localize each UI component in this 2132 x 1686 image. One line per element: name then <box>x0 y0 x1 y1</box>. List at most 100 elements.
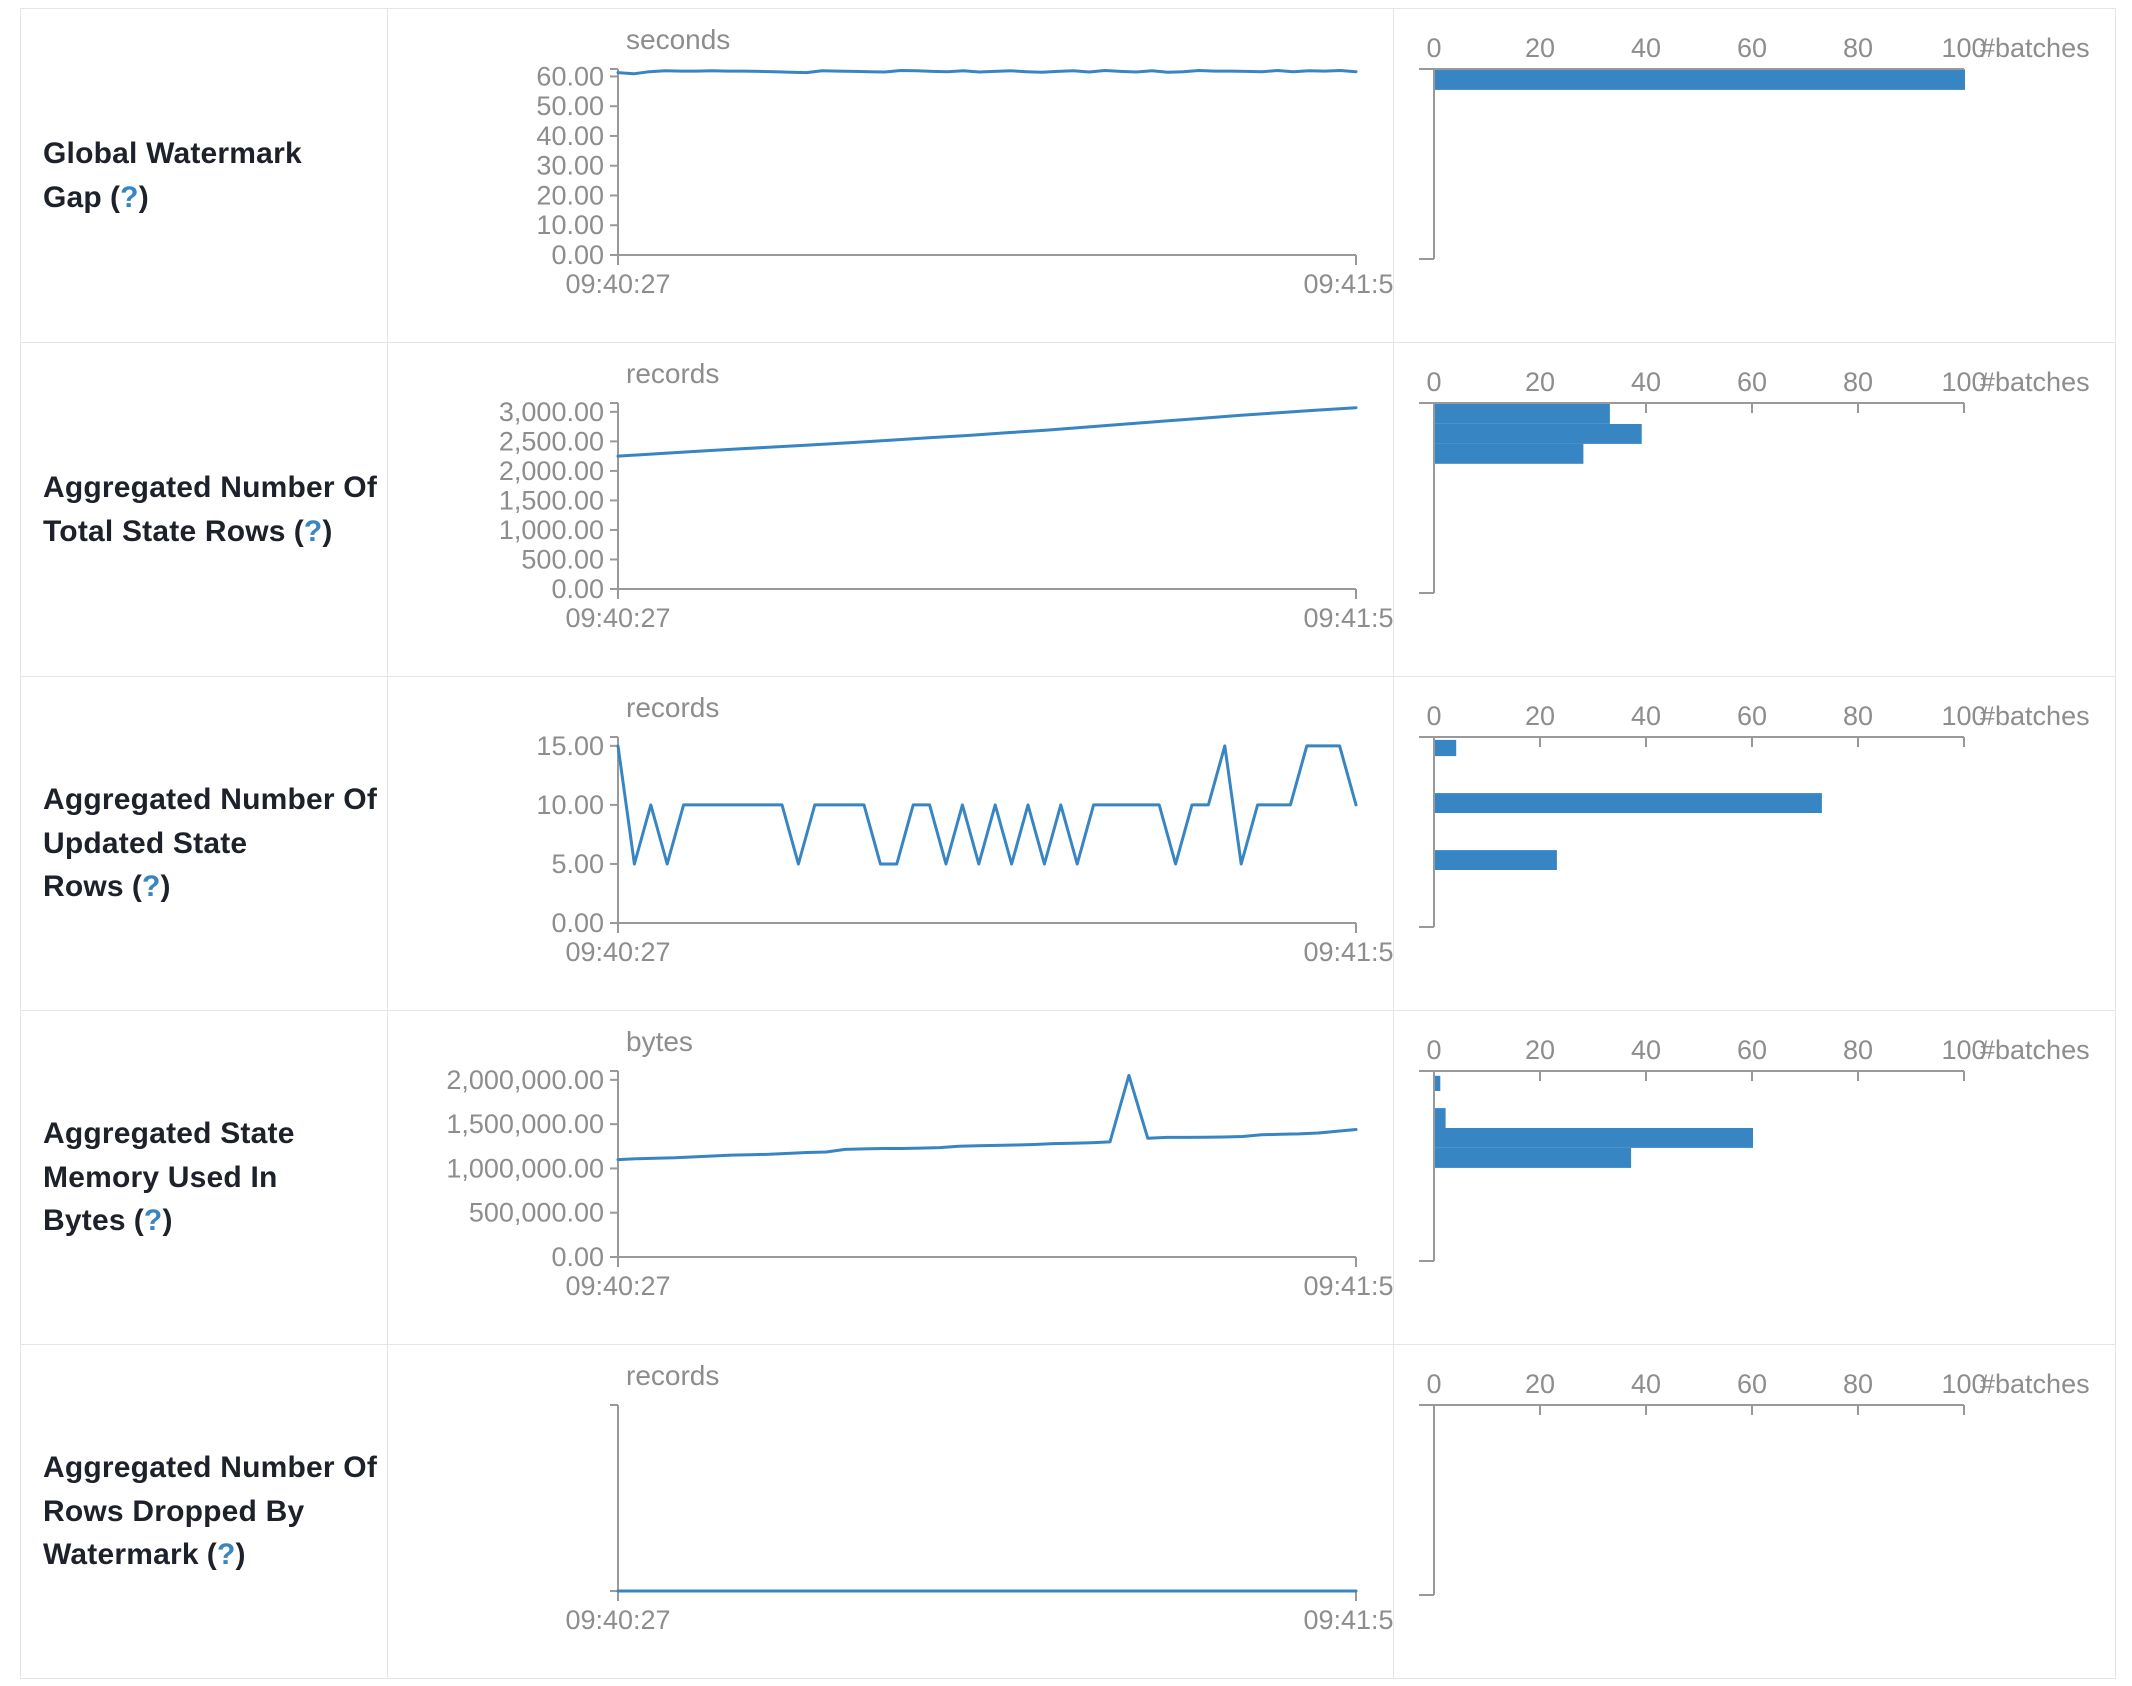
batches-tick-label: 80 <box>1843 33 1873 63</box>
histogram-bar <box>1435 1148 1632 1168</box>
help-question-link[interactable]: ? <box>216 1538 236 1572</box>
batches-tick-label: 0 <box>1426 701 1441 731</box>
y-unit-label: seconds <box>626 24 730 55</box>
batches-tick-label: 20 <box>1525 701 1555 731</box>
paren-open: ( <box>206 1538 217 1572</box>
metric-label-cell: Aggregated Number Of Updated State Rows(… <box>21 677 388 1010</box>
histogram-bar <box>1435 70 1965 90</box>
y-tick-label: 1,500.00 <box>499 485 604 515</box>
timeline-chart-svg: bytes 0.00 500,000.00 1,000,000.00 1,500,000… <box>446 1026 1393 1301</box>
timeline-chart-cell: records 09:40:27 09:41:56 <box>388 1345 1394 1678</box>
series-line <box>616 69 1358 76</box>
batches-tick-label: 0 <box>1426 367 1441 397</box>
batches-axis-label: #batches <box>1980 1035 2090 1065</box>
paren-close: ) <box>160 870 171 904</box>
metric-label-text: Aggregated Number Of Updated State Rows <box>43 783 378 904</box>
batches-tick-label: 100 <box>1941 1369 1986 1399</box>
series-line <box>616 406 1358 458</box>
metric-label-cell: Aggregated Number Of Rows Dropped By Wat… <box>21 1345 388 1678</box>
histogram-bar <box>1435 793 1822 813</box>
batches-tick-label: 80 <box>1843 1369 1873 1399</box>
metric-row: Global Watermark Gap (?) seconds 0.00 10.00… <box>21 9 2115 343</box>
y-tick-label: 3,000.00 <box>499 397 604 427</box>
paren-close: ) <box>162 1204 173 1238</box>
y-tick-label: 40.00 <box>536 121 604 151</box>
y-tick-label: 50.00 <box>536 91 604 121</box>
y-tick-label: 20.00 <box>536 180 604 210</box>
histogram-svg: 0 20 40 60 80 100#batches <box>1419 1035 2090 1262</box>
timeline-chart-svg: records 0.00500.001,000.001,500.002,000.0… <box>499 358 1393 633</box>
metric-row: Aggregated State Memory Used In Bytes (?)… <box>21 1011 2115 1345</box>
batches-tick-label: 40 <box>1631 33 1661 63</box>
y-tick-label: 5.00 <box>551 849 604 879</box>
time-start-label: 09:40:27 <box>565 269 670 299</box>
series-line <box>616 744 1358 866</box>
streaming-metrics-table: Global Watermark Gap (?) seconds 0.00 10.00… <box>20 8 2116 1679</box>
help-question-link[interactable]: ? <box>143 1204 163 1238</box>
paren-open: ( <box>131 870 143 904</box>
metric-label: Aggregated Number Of Rows Dropped By Wat… <box>43 1446 382 1577</box>
y-tick-label: 0.00 <box>551 240 604 270</box>
batches-axis-label: #batches <box>1980 367 2090 397</box>
time-end-label: 09:41:56 <box>1303 937 1393 967</box>
metric-label: Aggregated Number Of Updated State Rows(… <box>43 778 382 909</box>
timeline-chart-cell: records 0.00 500.00 1,000.00 1,500.00 2,000.0… <box>388 343 1394 676</box>
y-tick-label: 0.00 <box>551 1242 604 1272</box>
batches-axis-label: #batches <box>1980 701 2090 731</box>
metric-label-cell: Aggregated Number Of Total State Rows (?) <box>21 343 388 676</box>
batches-tick-label: 40 <box>1631 1035 1661 1065</box>
paren-close: ) <box>138 180 149 214</box>
histogram-svg: 0 20 40 60 80 100#batches <box>1419 367 2090 594</box>
histogram-chart-cell: 0 20 40 60 80 100 #batches <box>1394 9 2132 342</box>
paren-close: ) <box>235 1538 246 1572</box>
batches-tick-label: 80 <box>1843 367 1873 397</box>
batches-tick-label: 40 <box>1631 1369 1661 1399</box>
timeline-chart-cell: records 0.00 5.00 10.00 15.00 09:40:27 09:41:5… <box>388 677 1394 1010</box>
batches-tick-label: 60 <box>1737 1035 1767 1065</box>
help-question-link[interactable]: ? <box>142 870 161 904</box>
y-tick-label: 10.00 <box>536 790 604 820</box>
batches-tick-label: 20 <box>1525 1369 1555 1399</box>
timeline-chart-svg: seconds 0.0010.0020.0030.0040.0050.0060.0… <box>536 24 1393 299</box>
paren-open: ( <box>133 1204 144 1238</box>
help-question-link[interactable]: ? <box>303 514 323 548</box>
y-tick-label: 2,000,000.00 <box>446 1065 604 1095</box>
batches-tick-label: 40 <box>1631 701 1661 731</box>
y-tick-label: 10.00 <box>536 210 604 240</box>
y-tick-label: 15.00 <box>536 731 604 761</box>
batches-tick-label: 60 <box>1737 33 1767 63</box>
timeline-chart-svg: records 0.00 5.00 10.00 15.00 09:40:27 09:41:5… <box>536 692 1393 967</box>
y-tick-label: 2,000.00 <box>499 456 604 486</box>
metric-label-text: Aggregated State Memory Used In Bytes <box>43 1117 295 1238</box>
metric-help: (?) <box>294 515 333 548</box>
histogram-svg: 0 20 40 60 80 100#batches <box>1419 701 2090 928</box>
y-tick-label: 0.00 <box>551 908 604 938</box>
batches-tick-label: 80 <box>1843 1035 1873 1065</box>
time-end-label: 09:41:56 <box>1303 269 1393 299</box>
time-end-label: 09:41:56 <box>1303 603 1393 633</box>
histogram-bar <box>1435 443 1584 464</box>
time-start-label: 09:40:27 <box>565 937 670 967</box>
batches-tick-label: 0 <box>1426 1035 1441 1065</box>
histogram-chart-cell: 0 20 40 60 80 100 #batches <box>1394 677 2132 1010</box>
y-tick-label: 1,000.00 <box>499 515 604 545</box>
time-start-label: 09:40:27 <box>565 1271 670 1301</box>
batches-axis-label: #batches <box>1980 1369 2090 1399</box>
histogram-chart-cell: 0 20 40 60 80 100 #batches <box>1394 1345 2132 1678</box>
help-question-link[interactable]: ? <box>120 180 139 214</box>
batches-tick-label: 60 <box>1737 1369 1767 1399</box>
metric-label-text: Aggregated Number Of Total State Rows <box>43 471 378 548</box>
y-tick-label: 2,500.00 <box>499 426 604 456</box>
metric-help: (?) <box>134 1204 173 1237</box>
histogram-bar <box>1435 404 1610 424</box>
histogram-svg: 0 20 40 60 80 100#batches <box>1419 33 2090 260</box>
y-unit-label: records <box>626 1360 719 1391</box>
paren-close: ) <box>322 514 333 548</box>
histogram-bar <box>1435 1075 1441 1091</box>
histogram-bar <box>1435 1128 1753 1148</box>
batches-tick-label: 100 <box>1941 367 1986 397</box>
batches-tick-label: 0 <box>1426 33 1441 63</box>
time-end-label: 09:41:56 <box>1303 1605 1393 1635</box>
batches-tick-label: 20 <box>1525 1035 1555 1065</box>
y-tick-label: 500,000.00 <box>469 1198 604 1228</box>
